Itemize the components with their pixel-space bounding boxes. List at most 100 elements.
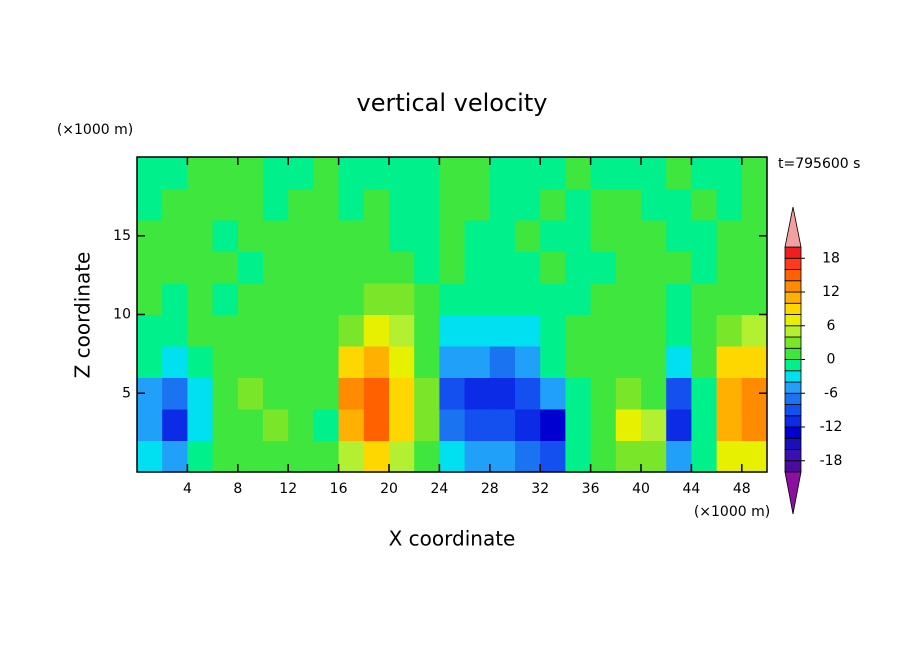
field-cell: [439, 251, 466, 284]
field-cell: [414, 220, 440, 252]
field-cell: [162, 220, 188, 252]
field-cell: [540, 440, 566, 472]
field-cell: [288, 220, 314, 252]
field-cell: [313, 346, 340, 378]
field-cell: [313, 314, 340, 347]
field-cell: [540, 251, 566, 284]
colorbar-tick-label: 6: [827, 318, 836, 334]
field-cell: [464, 409, 491, 441]
field-cell: [716, 188, 743, 221]
field-cell: [641, 283, 667, 315]
field-cell: [389, 251, 415, 284]
field-cell: [489, 314, 516, 347]
field-cell: [288, 377, 314, 410]
field-cell: [212, 440, 239, 472]
field-cell: [641, 377, 667, 410]
field-cell: [666, 346, 692, 378]
colorbar-box: [784, 392, 802, 405]
field-cell: [338, 346, 365, 378]
field-cell: [464, 157, 491, 189]
field-cell: [691, 440, 718, 472]
field-cell: [137, 283, 163, 315]
field-cell: [212, 283, 239, 315]
field-cell: [615, 220, 642, 252]
field-cell: [515, 283, 541, 315]
field-cell: [263, 377, 289, 410]
field-cell: [565, 157, 592, 189]
field-cell: [389, 283, 415, 315]
field-cell: [489, 283, 516, 315]
field-cell: [187, 251, 214, 284]
field-cell: [464, 188, 491, 221]
field-cell: [540, 220, 566, 252]
field-cell: [414, 157, 440, 189]
field-cell: [439, 157, 466, 189]
field-cell: [389, 409, 415, 441]
field-cell: [338, 251, 365, 284]
field-cell: [237, 157, 264, 189]
field-cell: [389, 157, 415, 189]
field-cell: [666, 314, 692, 347]
field-cell: [691, 377, 718, 410]
colorbar-box: [784, 291, 802, 304]
field-cell: [162, 440, 188, 472]
x-tick-label: 16: [330, 481, 348, 497]
x-tick-label: 20: [380, 481, 398, 497]
time-label: t=795600 s: [778, 156, 860, 172]
field-cell: [363, 314, 390, 347]
field-cell: [641, 409, 667, 441]
field-cell: [414, 251, 440, 284]
field-cell: [641, 440, 667, 472]
field-cell: [741, 157, 767, 189]
field-cell: [641, 220, 667, 252]
colorbar-box: [784, 370, 802, 383]
field-cell: [565, 440, 592, 472]
field-cell: [515, 314, 541, 347]
field-cell: [237, 440, 264, 472]
field-cell: [414, 283, 440, 315]
colorbar-box: [784, 269, 802, 282]
field-cell: [464, 440, 491, 472]
field-cell: [187, 314, 214, 347]
field-cell: [666, 157, 692, 189]
field-cell: [515, 220, 541, 252]
field-cell: [489, 440, 516, 472]
field-cell: [187, 377, 214, 410]
field-cell: [389, 188, 415, 221]
field-cell: [137, 157, 163, 189]
field-cell: [137, 314, 163, 347]
field-cell: [162, 409, 188, 441]
field-cell: [641, 188, 667, 221]
field-cell: [263, 283, 289, 315]
y-tick-label: 15: [113, 228, 131, 244]
field-cell: [741, 440, 767, 472]
field-cell: [414, 314, 440, 347]
field-cell: [515, 251, 541, 284]
colorbar-tick-label: 18: [822, 250, 840, 266]
field-cell: [363, 409, 390, 441]
field-cell: [515, 157, 541, 189]
field-cell: [414, 377, 440, 410]
field-cell: [590, 314, 617, 347]
x-tick-label: 24: [430, 481, 448, 497]
field-cell: [162, 377, 188, 410]
field-cell: [389, 377, 415, 410]
y-unit-label: (×1000 m): [57, 122, 133, 138]
colorbar-box: [784, 336, 802, 349]
field-cell: [565, 283, 592, 315]
colorbar-box: [784, 246, 802, 259]
x-tick-label: 28: [481, 481, 499, 497]
field-cell: [716, 377, 743, 410]
field-cell: [666, 409, 692, 441]
y-tick-label: 5: [122, 385, 131, 401]
field-cell: [464, 220, 491, 252]
colorbar-box: [784, 302, 802, 315]
x-tick-label: 36: [582, 481, 600, 497]
field-cell: [338, 220, 365, 252]
colorbar-box: [784, 347, 802, 360]
field-cell: [288, 157, 314, 189]
field-cell: [212, 251, 239, 284]
field-cell: [439, 346, 466, 378]
field-cell: [741, 188, 767, 221]
field-cell: [263, 251, 289, 284]
